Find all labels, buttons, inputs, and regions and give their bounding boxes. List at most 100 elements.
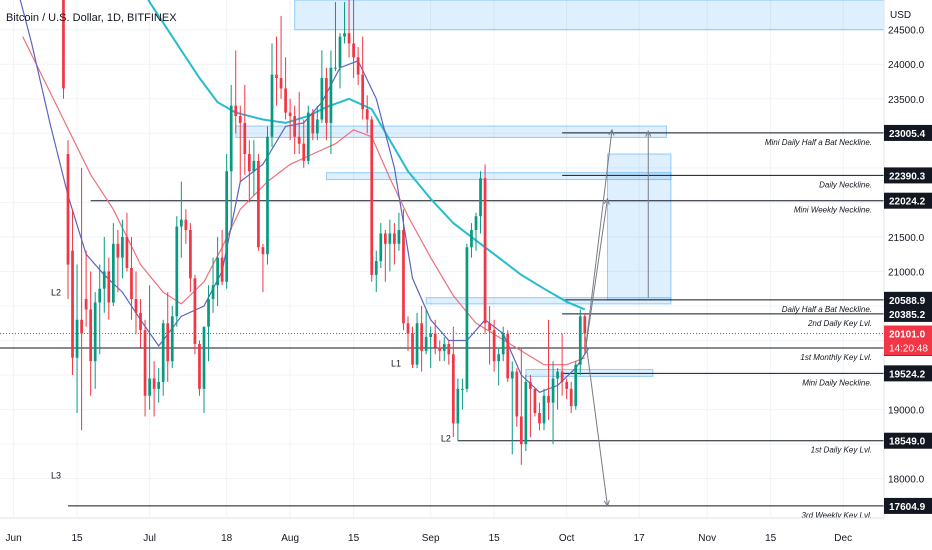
candle-body bbox=[420, 323, 423, 351]
candle-body bbox=[279, 78, 283, 89]
arrow-head bbox=[608, 128, 615, 136]
candle-body bbox=[89, 309, 93, 362]
candle-body bbox=[356, 57, 360, 75]
current-price-badge bbox=[884, 325, 932, 356]
moving-average-line bbox=[147, 0, 586, 311]
candle-body bbox=[139, 312, 142, 331]
candle-body bbox=[524, 381, 528, 445]
time-tick-label: Jul bbox=[143, 533, 156, 544]
candle-body bbox=[438, 347, 442, 351]
candle-body bbox=[447, 343, 451, 355]
highlight-zone bbox=[325, 172, 672, 181]
time-tick-label: Jun bbox=[6, 533, 22, 544]
level-annotation: 1st Monthly Key Lvl. bbox=[800, 353, 872, 362]
candle-body bbox=[297, 136, 301, 144]
candle-body bbox=[170, 316, 174, 362]
time-tick-label: Dec bbox=[834, 533, 852, 544]
level-annotation: Mini Daily Half a Bat Neckline. bbox=[765, 138, 872, 147]
candle-body bbox=[302, 143, 306, 161]
candle-body bbox=[252, 160, 256, 172]
candle-body bbox=[483, 178, 487, 324]
candle-body bbox=[574, 364, 578, 407]
candle-body bbox=[569, 388, 573, 407]
price-tick-label: 21500.0 bbox=[888, 233, 925, 244]
candle-body bbox=[266, 136, 269, 255]
price-tick-label: 24000.0 bbox=[888, 60, 925, 71]
price-level-badge-text: 22024.2 bbox=[889, 197, 926, 208]
candle-body bbox=[238, 116, 242, 123]
candle-body bbox=[234, 105, 238, 117]
level-annotation: Daily Neckline. bbox=[819, 180, 872, 189]
candle-body bbox=[583, 316, 587, 334]
price-level-badge bbox=[884, 291, 932, 308]
candle-body bbox=[456, 388, 460, 424]
candle-body bbox=[565, 381, 569, 389]
zones bbox=[235, 0, 885, 377]
candle-body bbox=[107, 271, 111, 303]
candle-body bbox=[338, 36, 342, 68]
candle-body bbox=[370, 119, 374, 275]
candle-body bbox=[479, 178, 482, 217]
candle-body bbox=[75, 319, 79, 358]
price-tick-label: 24500.0 bbox=[888, 26, 925, 37]
level-annotation: Mini Weekly Neckline. bbox=[794, 206, 872, 215]
price-axis-background bbox=[884, 0, 932, 550]
current-price-text: 20101.0 bbox=[889, 330, 926, 341]
candle-body bbox=[130, 267, 133, 300]
time-tick-label: 15 bbox=[489, 533, 501, 544]
candle-body bbox=[243, 122, 247, 155]
candle-body bbox=[98, 288, 102, 303]
candle-body bbox=[365, 109, 369, 120]
candle-body bbox=[66, 154, 70, 265]
candle-body bbox=[184, 219, 188, 230]
candle-body bbox=[189, 229, 192, 279]
candle-body bbox=[506, 333, 510, 379]
candle-body bbox=[465, 247, 469, 389]
candle-body bbox=[121, 236, 124, 258]
candle-body bbox=[80, 319, 83, 334]
price-level-badge-text: 19524.2 bbox=[889, 369, 926, 380]
candle-body bbox=[193, 278, 197, 344]
swing-label: L1 bbox=[391, 359, 401, 369]
candle-body bbox=[501, 333, 505, 355]
candle-body bbox=[510, 371, 514, 379]
time-tick-label: Oct bbox=[559, 533, 575, 544]
candle-body bbox=[529, 381, 532, 389]
candle-body bbox=[560, 371, 564, 382]
candle-body bbox=[161, 323, 165, 382]
time-tick-label: 18 bbox=[221, 533, 233, 544]
highlight-zone bbox=[294, 0, 885, 31]
candle-body bbox=[402, 229, 405, 324]
candles[interactable] bbox=[62, 0, 587, 465]
currency-label: USD bbox=[890, 10, 911, 21]
candle-body bbox=[311, 112, 315, 134]
candle-body bbox=[293, 116, 297, 137]
candle-body bbox=[84, 299, 88, 310]
candle-body bbox=[111, 243, 115, 303]
candle-body bbox=[556, 371, 559, 379]
candle-body bbox=[62, 0, 65, 89]
level-annotation: Daily Half a Bat Neckline. bbox=[782, 305, 872, 314]
candle-body bbox=[488, 323, 491, 331]
candle-body bbox=[325, 78, 328, 123]
candle-body bbox=[361, 74, 365, 110]
candle-body bbox=[179, 219, 183, 227]
candle-body bbox=[474, 216, 478, 230]
price-level-badge bbox=[884, 167, 932, 184]
projection-arrow bbox=[584, 198, 608, 355]
swing-label: L2 bbox=[441, 433, 451, 443]
candle-body bbox=[429, 333, 433, 338]
price-tick-label: 21000.0 bbox=[888, 267, 925, 278]
candle-body bbox=[148, 378, 151, 396]
time-tick-label: Nov bbox=[698, 533, 716, 544]
level-annotation: Mini Daily Neckline. bbox=[802, 378, 872, 387]
price-tick-label: 23500.0 bbox=[888, 95, 925, 106]
countdown-text: 14:20:48 bbox=[889, 344, 928, 355]
candle-body bbox=[578, 316, 582, 365]
candle-body bbox=[519, 416, 523, 445]
price-level-badge bbox=[884, 305, 932, 322]
candle-body bbox=[379, 233, 383, 262]
time-tick-label: 15 bbox=[72, 533, 84, 544]
candle-body bbox=[225, 171, 229, 282]
